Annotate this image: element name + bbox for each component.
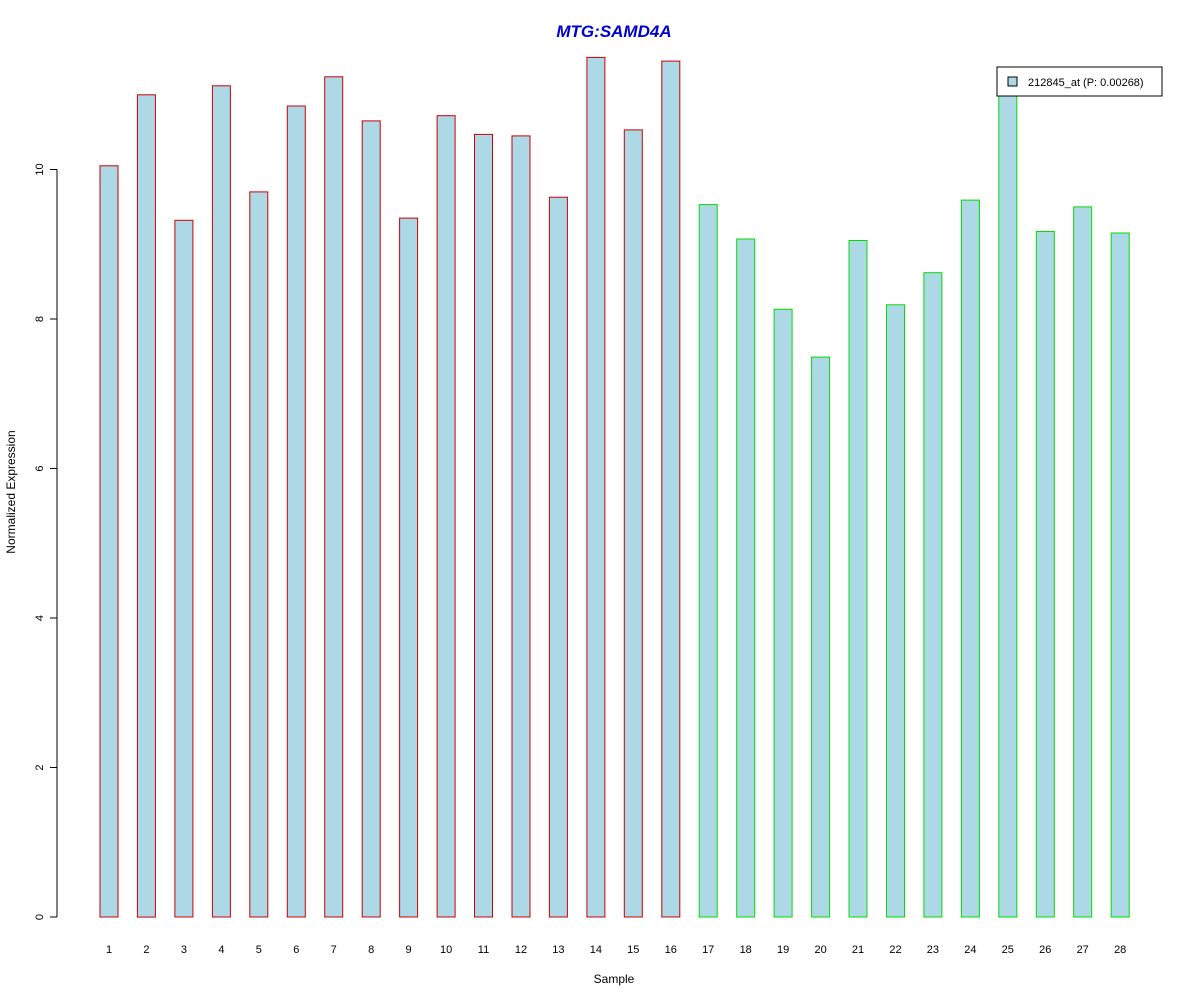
bar <box>998 86 1018 918</box>
bar <box>249 191 269 918</box>
bar <box>1110 232 1130 918</box>
x-tick-label: 4 <box>218 944 224 956</box>
x-tick-label: 1 <box>106 944 112 956</box>
x-tick-label: 13 <box>552 944 564 956</box>
bar <box>174 219 194 918</box>
chart-title: MTG:SAMD4A <box>556 22 671 41</box>
x-tick-label: 16 <box>665 944 677 956</box>
bar <box>548 196 568 918</box>
x-tick-label: 18 <box>740 944 752 956</box>
y-tick-label: 10 <box>34 163 46 175</box>
bar <box>99 165 119 918</box>
bar <box>399 217 419 918</box>
x-tick-label: 2 <box>143 944 149 956</box>
bar <box>886 304 905 918</box>
x-tick-label: 22 <box>889 944 901 956</box>
x-tick-label: 21 <box>852 944 864 956</box>
bar <box>736 238 756 918</box>
x-tick-label: 8 <box>368 944 374 956</box>
x-tick-label: 10 <box>440 944 452 956</box>
bar <box>1035 231 1055 918</box>
bar <box>1073 206 1093 918</box>
bar <box>923 272 943 918</box>
y-axis-title: Normalized Expression <box>4 430 18 553</box>
bar <box>511 135 531 918</box>
x-tick-label: 28 <box>1114 944 1126 956</box>
x-tick-label: 15 <box>627 944 639 956</box>
x-tick-label: 6 <box>293 944 299 956</box>
y-tick-label: 2 <box>34 764 46 770</box>
bar <box>286 105 306 918</box>
x-tick-label: 26 <box>1039 944 1051 956</box>
y-tick-label: 6 <box>34 465 46 471</box>
legend-box <box>996 66 1163 97</box>
y-axis: 0 2 4 6 8 10 <box>34 163 58 920</box>
x-tick-label: 24 <box>964 944 976 956</box>
y-tick-label: 8 <box>34 316 46 322</box>
x-tick-label: 3 <box>181 944 187 956</box>
x-tick-label: 5 <box>256 944 262 956</box>
y-tick-label: 4 <box>34 615 46 621</box>
bar <box>474 133 493 918</box>
x-axis-title: Sample <box>594 972 635 986</box>
bar <box>773 308 793 918</box>
y-tick-label: 0 <box>34 914 46 920</box>
x-tick-label: 14 <box>590 944 602 956</box>
bar <box>811 356 831 918</box>
bar <box>436 115 456 918</box>
bar <box>623 129 643 918</box>
legend-label: 212845_at (P: 0.00268) <box>1028 77 1144 89</box>
x-tick-label: 23 <box>927 944 939 956</box>
bar <box>661 60 681 918</box>
x-tick-label: 9 <box>406 944 412 956</box>
x-tick-label: 7 <box>331 944 337 956</box>
x-tick-label: 17 <box>702 944 714 956</box>
x-tick-label: 12 <box>515 944 527 956</box>
x-tick-label: 19 <box>777 944 789 956</box>
legend-swatch <box>1007 76 1018 87</box>
x-tick-label: 20 <box>814 944 826 956</box>
bar <box>960 199 980 918</box>
bars-group <box>99 56 1130 918</box>
bar <box>586 56 606 918</box>
bar <box>324 76 344 918</box>
x-tick-label: 25 <box>1002 944 1014 956</box>
bar <box>698 204 718 918</box>
bar <box>136 94 156 918</box>
bar <box>211 85 231 918</box>
x-tick-label: 11 <box>478 944 489 956</box>
bar <box>361 120 381 918</box>
legend: 212845_at (P: 0.00268) <box>996 66 1163 97</box>
bar <box>848 240 868 918</box>
x-axis-tick-labels: 1 2 3 4 5 6 7 8 9 10 11 12 13 14 15 16 17 18 19 20 21 22 23 24 2… <box>106 944 1126 956</box>
x-tick-label: 27 <box>1077 944 1089 956</box>
